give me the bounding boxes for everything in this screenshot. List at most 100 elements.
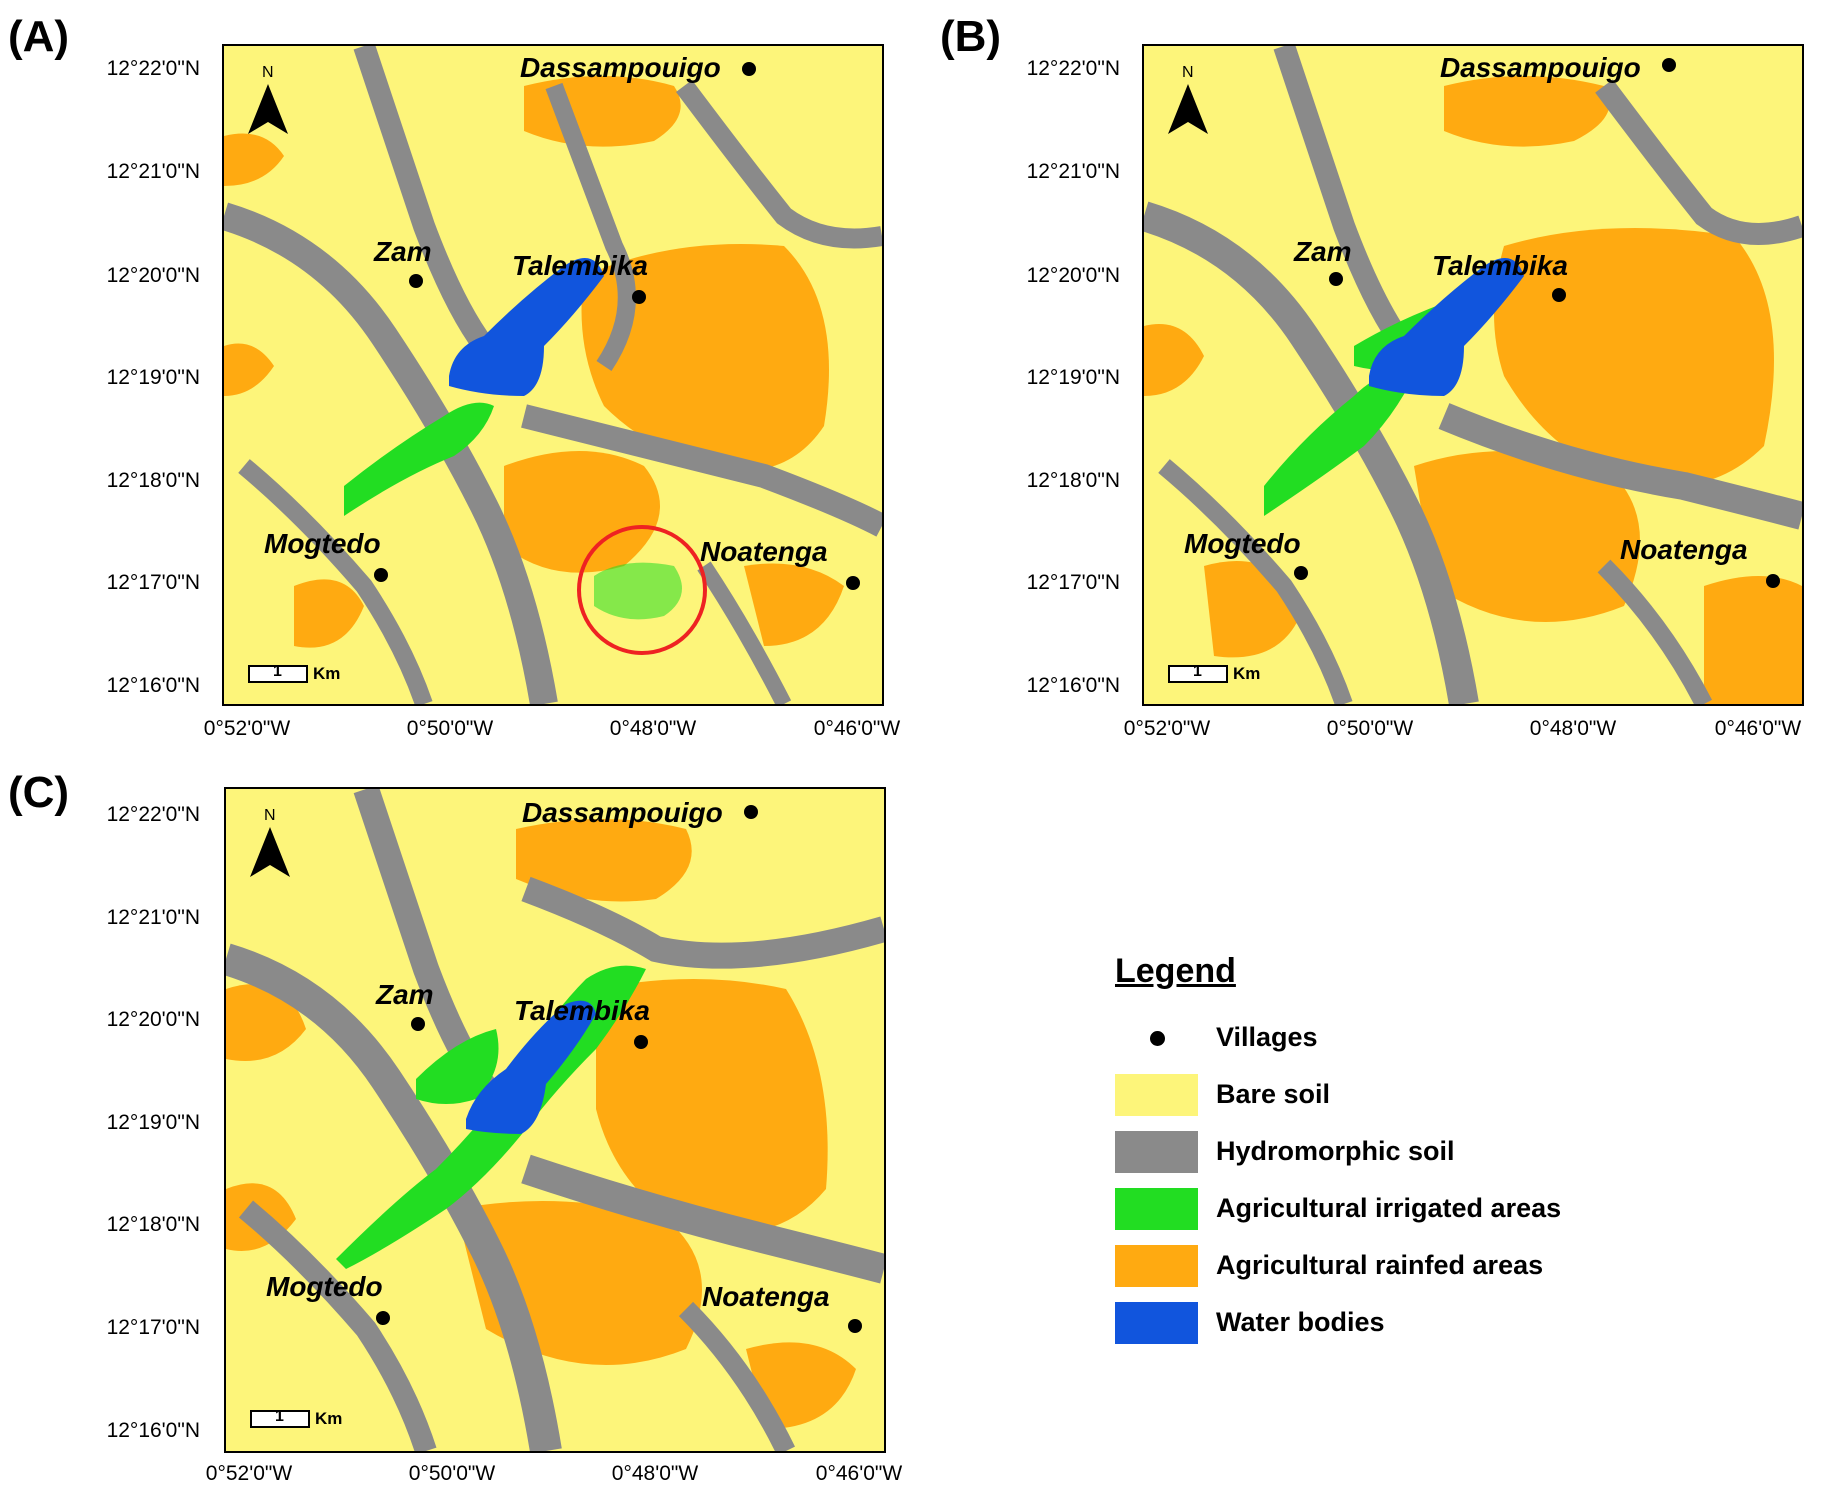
village-marker (409, 274, 423, 288)
lat-label: 12°20'0"N (106, 264, 200, 287)
legend-swatch (1115, 1130, 1198, 1173)
legend-label: Agricultural irrigated areas (1216, 1193, 1562, 1223)
village-marker (848, 1319, 862, 1333)
map-a-graphic (224, 46, 882, 704)
legend-label: Villages (1216, 1022, 1318, 1052)
lon-label: 0°50'0"W (1326, 717, 1414, 740)
lat-label: 12°22'0"N (106, 57, 200, 80)
village-marker (376, 1311, 390, 1325)
lat-label: 12°22'0"N (106, 803, 200, 826)
scale-bar-box: 1 (248, 663, 308, 683)
lat-label: 12°18'0"N (106, 469, 200, 492)
lat-label: 12°20'0"N (106, 1008, 200, 1031)
village-marker (374, 568, 388, 582)
lat-label: 12°19'0"N (106, 366, 200, 389)
village-label: Zam (1294, 236, 1352, 267)
lat-label: 12°16'0"N (1026, 674, 1120, 697)
legend-label: Bare soil (1216, 1079, 1331, 1109)
north-arrow-icon (250, 827, 290, 877)
lat-label: 12°18'0"N (106, 1213, 200, 1236)
map-c-graphic (226, 789, 884, 1451)
legend-swatch (1115, 1073, 1198, 1116)
scale-bar: 1 Km (248, 663, 341, 684)
north-letter: N (264, 807, 276, 824)
village-marker (742, 62, 756, 76)
scale-value: 1 (1193, 663, 1202, 680)
scale-bar-box: 1 (250, 1408, 310, 1428)
scale-unit: Km (313, 664, 341, 683)
lat-label: 12°21'0"N (106, 906, 200, 929)
lat-label: 12°17'0"N (106, 1316, 200, 1339)
north-arrow-icon (1168, 84, 1208, 134)
lon-label: 0°48'0"W (1529, 717, 1617, 740)
legend-swatch (1115, 1244, 1198, 1287)
lon-label: 0°52'0"W (205, 1462, 293, 1485)
legend-item-villages: Villages (1115, 1009, 1675, 1066)
north-arrow-icon (248, 84, 288, 134)
village-marker (744, 805, 758, 819)
lon-label: 0°50'0"W (406, 717, 494, 740)
legend-item-rainfed: Agricultural rainfed areas (1115, 1237, 1675, 1294)
village-label: Talembika (514, 995, 650, 1026)
lon-label: 0°50'0"W (408, 1462, 496, 1485)
map-b-graphic (1144, 46, 1802, 704)
village-marker (634, 1035, 648, 1049)
lat-label: 12°21'0"N (1026, 160, 1120, 183)
village-marker (1329, 272, 1343, 286)
village-marker (1766, 574, 1780, 588)
panel-label-a: (A) (8, 12, 70, 61)
lat-label: 12°19'0"N (106, 1111, 200, 1134)
lat-label: 12°18'0"N (1026, 469, 1120, 492)
village-label: Dassampouigo (1440, 52, 1641, 83)
village-label: Mogtedo (266, 1271, 383, 1302)
scale-value: 1 (273, 663, 282, 680)
north-letter: N (262, 64, 274, 81)
legend-title: Legend (1115, 952, 1236, 990)
lat-label: 12°17'0"N (1026, 571, 1120, 594)
lat-label: 12°17'0"N (106, 571, 200, 594)
lon-label: 0°48'0"W (611, 1462, 699, 1485)
village-label: Mogtedo (264, 528, 381, 559)
village-label: Talembika (1432, 250, 1568, 281)
lat-label: 12°20'0"N (1026, 264, 1120, 287)
lon-label: 0°46'0"W (815, 1462, 903, 1485)
village-label: Dassampouigo (520, 52, 721, 83)
lat-label: 12°22'0"N (1026, 57, 1120, 80)
lon-label: 0°46'0"W (1714, 717, 1802, 740)
legend-swatch (1115, 1301, 1198, 1344)
land-cover-map-b: N Dassampouigo Zam Talembika Mogtedo Noa… (1142, 44, 1804, 706)
scale-value: 1 (275, 1408, 284, 1425)
lat-label: 12°21'0"N (106, 160, 200, 183)
panel-label-b: (B) (940, 12, 1002, 61)
village-marker (411, 1017, 425, 1031)
lat-label: 12°16'0"N (106, 1419, 200, 1442)
legend-label: Hydromorphic soil (1216, 1136, 1455, 1166)
scale-bar: 1 Km (250, 1408, 343, 1429)
village-label: Noatenga (702, 1281, 830, 1312)
lon-label: 0°52'0"W (1123, 717, 1211, 740)
village-label: Dassampouigo (522, 797, 723, 828)
lat-label: 12°19'0"N (1026, 366, 1120, 389)
lon-label: 0°46'0"W (813, 717, 901, 740)
village-label: Noatenga (1620, 534, 1748, 565)
village-dot-icon (1115, 1017, 1198, 1059)
legend-item-hydromorphic-soil: Hydromorphic soil (1115, 1123, 1675, 1180)
legend-item-irrigated: Agricultural irrigated areas (1115, 1180, 1675, 1237)
map-legend: Legend Villages Bare soil Hydromorphic s… (1115, 952, 1675, 1351)
land-cover-map-c: N Dassampouigo Zam Talembika Mogtedo Noa… (224, 787, 886, 1453)
village-label: Zam (376, 979, 434, 1010)
village-marker (846, 576, 860, 590)
legend-item-water: Water bodies (1115, 1294, 1675, 1351)
panel-label-c: (C) (8, 768, 70, 817)
legend-label: Water bodies (1216, 1307, 1385, 1337)
village-marker (1662, 58, 1676, 72)
legend-swatch (1115, 1187, 1198, 1230)
village-label: Noatenga (700, 536, 828, 567)
village-marker (632, 290, 646, 304)
village-marker (1552, 288, 1566, 302)
village-marker (1294, 566, 1308, 580)
scale-unit: Km (315, 1409, 343, 1428)
lat-label: 12°16'0"N (106, 674, 200, 697)
village-label: Talembika (512, 250, 648, 281)
lon-label: 0°48'0"W (609, 717, 697, 740)
